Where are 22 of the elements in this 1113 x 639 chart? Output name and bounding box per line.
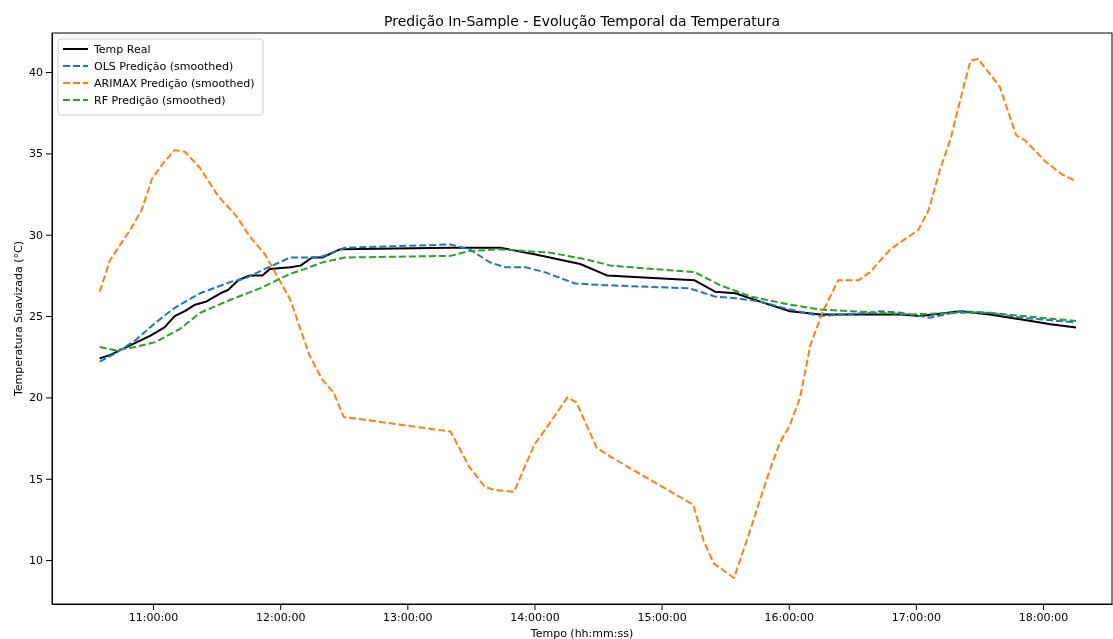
x-tick-label: 11:00:00 bbox=[128, 610, 179, 624]
y-axis-title: Temperatura Suavizada (°C) bbox=[12, 240, 25, 398]
legend-label: ARIMAX Predição (smoothed) bbox=[94, 77, 255, 90]
legend-label: OLS Predição (smoothed) bbox=[94, 60, 234, 73]
x-tick-label: 16:00:00 bbox=[764, 610, 814, 624]
y-tick-label: 15 bbox=[29, 472, 43, 486]
x-tick-label: 18:00:00 bbox=[1018, 610, 1069, 624]
x-tick-label: 14:00:00 bbox=[510, 610, 560, 624]
y-tick-label: 10 bbox=[29, 554, 43, 568]
x-tick-label: 17:00:00 bbox=[891, 610, 942, 624]
legend-label: RF Predição (smoothed) bbox=[94, 94, 226, 107]
y-tick-label: 35 bbox=[29, 147, 43, 161]
y-tick-label: 30 bbox=[29, 228, 43, 242]
y-tick-label: 20 bbox=[29, 391, 43, 405]
y-tick-label: 40 bbox=[29, 66, 43, 80]
x-tick-label: 12:00:00 bbox=[255, 610, 306, 624]
legend-label: Temp Real bbox=[93, 43, 151, 56]
x-tick-label: 13:00:00 bbox=[383, 610, 433, 624]
chart-title: Predição In-Sample - Evolução Temporal da Temperatura bbox=[384, 13, 780, 29]
x-axis-title: Tempo (hh:mm:ss) bbox=[529, 627, 634, 639]
y-tick-label: 25 bbox=[29, 310, 43, 324]
x-tick-label: 15:00:00 bbox=[637, 610, 687, 624]
